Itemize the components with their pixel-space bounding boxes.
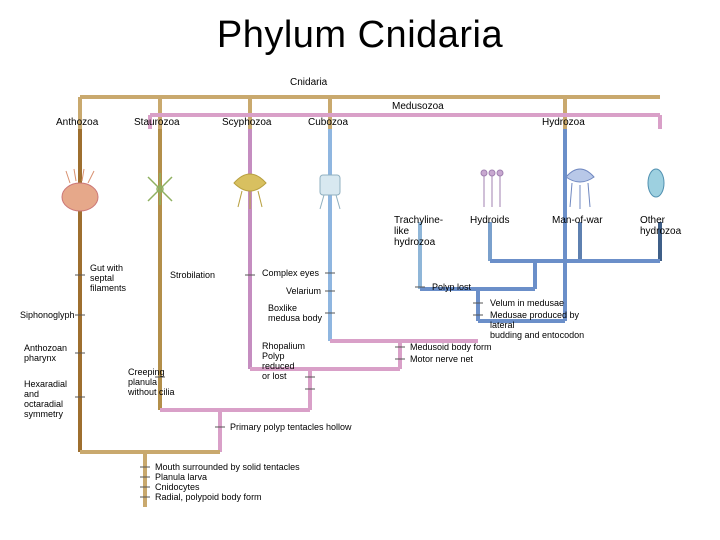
char-mouth: Mouth surrounded by solid tentacles xyxy=(155,462,300,472)
char-lateral: Medusae produced by lateral budding and … xyxy=(490,310,584,340)
char-box: Boxlike medusa body xyxy=(268,303,322,323)
char-medbody: Medusoid body form xyxy=(410,342,492,352)
char-strob: Strobilation xyxy=(170,270,215,280)
char-creep: Creeping planula without cilia xyxy=(128,367,175,397)
hydroids-label: Hydroids xyxy=(470,215,509,226)
organism-icons xyxy=(62,169,664,211)
char-motor: Motor nerve net xyxy=(410,354,473,364)
char-pharynx: Anthozoan pharynx xyxy=(24,343,67,363)
tree-svg xyxy=(0,57,720,537)
char-complex: Complex eyes xyxy=(262,268,319,278)
char-cnido: Cnidocytes xyxy=(155,482,200,492)
manofwar-label: Man-of-war xyxy=(552,215,603,226)
cladogram-stage: Cnidaria Anthozoa Staurozoa Scyphozoa Cu… xyxy=(0,57,720,537)
cnidaria-label: Cnidaria xyxy=(290,77,327,88)
char-hollow: Primary polyp tentacles hollow xyxy=(230,422,352,432)
trachy-label: Trachyline- like hydrozoa xyxy=(394,215,443,248)
cubozoa-label: Cubozoa xyxy=(308,117,348,128)
char-hex: Hexaradial and octaradial symmetry xyxy=(24,379,67,419)
staurozoa-label: Staurozoa xyxy=(134,117,180,128)
char-gut: Gut with septal filaments xyxy=(90,263,126,293)
char-sipho: Siphonoglyph xyxy=(20,310,75,320)
char-rhop: Rhopalium Polyp reduced or lost xyxy=(262,341,305,381)
anthozoa-label: Anthozoa xyxy=(56,117,98,128)
scyphozoa-label: Scyphozoa xyxy=(222,117,271,128)
medusozoa-label: Medusozoa xyxy=(392,101,444,112)
char-radial: Radial, polypoid body form xyxy=(155,492,262,502)
other-label: Other hydrozoa xyxy=(640,215,681,237)
char-planula: Planula larva xyxy=(155,472,207,482)
char-velarium: Velarium xyxy=(286,286,321,296)
char-polyplost: Polyp lost xyxy=(432,282,471,292)
page-title: Phylum Cnidaria xyxy=(0,0,720,57)
char-velum: Velum in medusae xyxy=(490,298,564,308)
hydrozoa-label: Hydrozoa xyxy=(542,117,585,128)
